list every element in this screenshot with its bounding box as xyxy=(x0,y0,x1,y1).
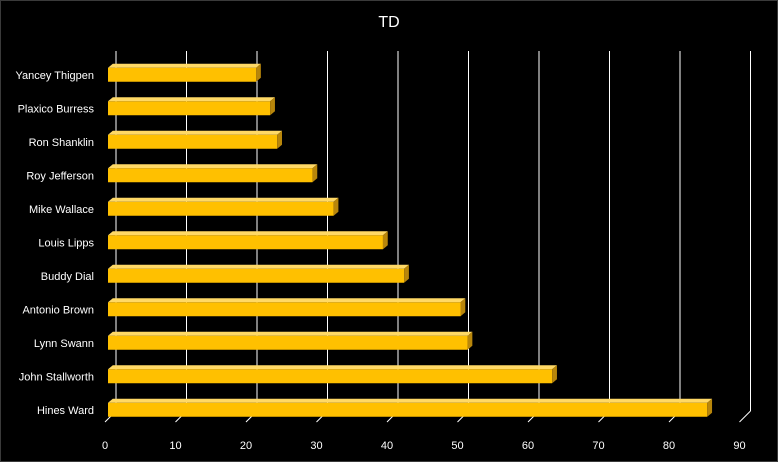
y-tick-label: Hines Ward xyxy=(37,405,94,417)
x-tick-label: 10 xyxy=(169,440,181,452)
y-tick-label: Antonio Brown xyxy=(22,304,94,316)
bar-top xyxy=(108,298,466,303)
x-tick-label: 20 xyxy=(240,440,252,452)
bar-side xyxy=(404,264,409,283)
x-tick-label: 60 xyxy=(522,440,534,452)
x-tick-label: 30 xyxy=(310,440,322,452)
bar xyxy=(108,335,468,350)
bar-top xyxy=(108,130,282,135)
x-tick-label: 70 xyxy=(592,440,604,452)
bar-side xyxy=(552,365,557,384)
bar-side xyxy=(382,231,388,250)
gridline-floor xyxy=(739,410,751,423)
bar-side xyxy=(256,63,261,82)
bar-side xyxy=(277,130,282,149)
bar-top xyxy=(108,63,261,68)
bar-side xyxy=(270,97,275,116)
x-tick-label: 50 xyxy=(451,440,463,452)
bar xyxy=(108,101,271,116)
bar xyxy=(108,268,405,283)
y-tick-label: Plaxico Burress xyxy=(18,103,95,115)
y-tick-label: Buddy Dial xyxy=(41,271,94,283)
bar-side xyxy=(333,197,339,216)
bar-side xyxy=(467,331,473,350)
x-tick-label: 0 xyxy=(102,440,108,452)
chart-title: TD xyxy=(378,14,400,31)
y-tick-label: Yancey Thigpen xyxy=(16,70,94,82)
y-tick-label: Mike Wallace xyxy=(29,204,94,216)
bar xyxy=(108,369,553,384)
bar xyxy=(108,168,313,183)
y-tick-label: Louis Lipps xyxy=(38,237,94,249)
bar xyxy=(108,402,708,417)
bar xyxy=(108,302,461,317)
y-tick-label: Roy Jefferson xyxy=(26,170,94,182)
x-tick-label: 90 xyxy=(733,440,745,452)
bar xyxy=(108,67,257,82)
bar-top xyxy=(108,97,275,102)
bar-top xyxy=(108,264,409,269)
bar-side xyxy=(312,164,318,183)
bar-top xyxy=(108,365,557,370)
bar xyxy=(108,201,334,216)
bar xyxy=(108,134,278,149)
bar-top xyxy=(108,197,339,202)
y-tick-label: Lynn Swann xyxy=(34,338,94,350)
bar-top xyxy=(108,331,473,336)
y-tick-label: Ron Shanklin xyxy=(29,137,94,149)
bar-top xyxy=(108,231,388,236)
x-tick-label: 40 xyxy=(381,440,393,452)
x-tick-label: 80 xyxy=(663,440,675,452)
bar-side xyxy=(707,398,713,417)
bar-top xyxy=(108,164,318,169)
bar xyxy=(108,235,383,250)
bar-side xyxy=(460,298,466,317)
y-tick-label: John Stallworth xyxy=(19,371,94,383)
bar-top xyxy=(108,398,713,403)
